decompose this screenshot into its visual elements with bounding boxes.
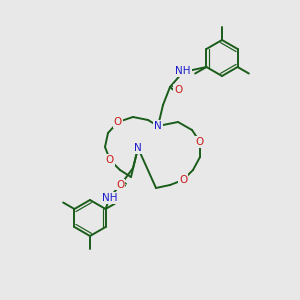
Text: O: O xyxy=(196,137,204,147)
Text: O: O xyxy=(114,117,122,127)
Text: N: N xyxy=(134,143,142,153)
Text: NH: NH xyxy=(175,66,191,76)
Text: N: N xyxy=(154,121,162,131)
Text: O: O xyxy=(179,175,187,185)
Text: NH: NH xyxy=(102,193,118,203)
Text: O: O xyxy=(174,85,182,94)
Text: O: O xyxy=(106,155,114,165)
Text: O: O xyxy=(116,180,124,190)
